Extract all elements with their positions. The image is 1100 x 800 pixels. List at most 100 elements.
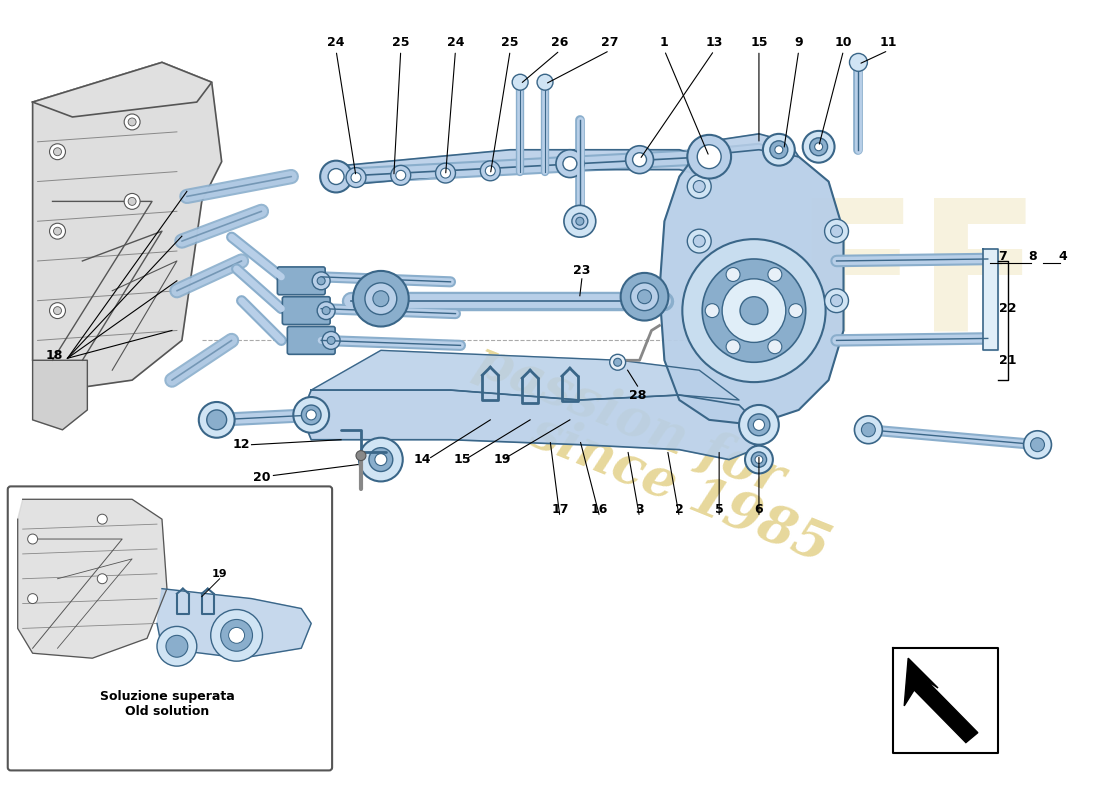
Text: 25: 25	[502, 36, 519, 49]
Circle shape	[312, 272, 330, 290]
Text: 19: 19	[494, 453, 510, 466]
Circle shape	[390, 166, 410, 186]
Circle shape	[436, 163, 455, 183]
Circle shape	[830, 294, 843, 306]
Polygon shape	[659, 144, 844, 425]
Circle shape	[815, 142, 823, 150]
Text: Soluzione superata
Old solution: Soluzione superata Old solution	[100, 690, 234, 718]
Polygon shape	[982, 249, 998, 350]
Text: 23: 23	[573, 265, 591, 278]
Polygon shape	[301, 390, 759, 459]
Text: 11: 11	[880, 36, 896, 49]
Circle shape	[576, 218, 584, 226]
Circle shape	[50, 223, 66, 239]
Circle shape	[748, 414, 770, 436]
Circle shape	[166, 635, 188, 658]
Circle shape	[614, 358, 622, 366]
Circle shape	[768, 267, 782, 282]
Polygon shape	[331, 150, 719, 186]
Circle shape	[124, 194, 140, 210]
Circle shape	[861, 423, 876, 437]
Circle shape	[50, 302, 66, 318]
Text: 5: 5	[715, 502, 724, 516]
Text: 28: 28	[629, 389, 646, 402]
Text: 12: 12	[233, 438, 251, 451]
Text: 2: 2	[675, 502, 684, 516]
FancyBboxPatch shape	[287, 326, 336, 354]
FancyBboxPatch shape	[277, 267, 326, 294]
Circle shape	[626, 146, 653, 174]
Circle shape	[693, 235, 705, 247]
Circle shape	[740, 297, 768, 325]
Circle shape	[368, 448, 393, 471]
Text: since 1985: since 1985	[521, 406, 837, 573]
Text: 14: 14	[414, 453, 431, 466]
Circle shape	[54, 306, 62, 314]
Circle shape	[825, 219, 848, 243]
Circle shape	[810, 138, 827, 156]
Circle shape	[124, 114, 140, 130]
Circle shape	[301, 405, 321, 425]
Polygon shape	[33, 360, 87, 430]
Circle shape	[322, 306, 330, 314]
Text: 21: 21	[999, 354, 1016, 366]
Circle shape	[28, 594, 37, 603]
Circle shape	[754, 419, 764, 430]
Text: 15: 15	[453, 453, 471, 466]
Circle shape	[751, 452, 767, 467]
Circle shape	[199, 402, 234, 438]
Circle shape	[682, 239, 826, 382]
Circle shape	[609, 354, 626, 370]
Circle shape	[726, 267, 740, 282]
Circle shape	[128, 118, 136, 126]
Circle shape	[346, 168, 366, 187]
Circle shape	[803, 131, 835, 162]
Circle shape	[563, 157, 576, 170]
Text: 15: 15	[750, 36, 768, 49]
Circle shape	[722, 279, 785, 342]
Text: 27: 27	[601, 36, 618, 49]
Circle shape	[739, 405, 779, 445]
Circle shape	[441, 168, 451, 178]
Circle shape	[97, 574, 107, 584]
Circle shape	[702, 259, 805, 362]
Circle shape	[327, 337, 336, 344]
Circle shape	[688, 174, 712, 198]
Circle shape	[693, 181, 705, 193]
Text: 7: 7	[999, 250, 1008, 262]
Circle shape	[359, 438, 403, 482]
Text: 25: 25	[392, 36, 409, 49]
Circle shape	[630, 283, 659, 310]
Circle shape	[768, 340, 782, 354]
Circle shape	[688, 135, 732, 178]
Circle shape	[320, 161, 352, 193]
Circle shape	[697, 145, 722, 169]
Circle shape	[375, 454, 387, 466]
Circle shape	[726, 340, 740, 354]
Circle shape	[306, 410, 316, 420]
Circle shape	[211, 610, 263, 661]
Circle shape	[620, 273, 669, 321]
Polygon shape	[311, 350, 739, 400]
Text: 20: 20	[253, 471, 271, 484]
Text: 9: 9	[794, 36, 803, 49]
Circle shape	[28, 534, 37, 544]
Circle shape	[328, 169, 344, 185]
Circle shape	[513, 74, 528, 90]
Text: FF: FF	[795, 193, 1042, 369]
Circle shape	[638, 290, 651, 304]
Circle shape	[97, 514, 107, 524]
Circle shape	[825, 289, 848, 313]
Text: 19: 19	[212, 569, 228, 578]
Circle shape	[221, 619, 253, 651]
Circle shape	[564, 206, 596, 237]
Circle shape	[396, 170, 406, 180]
Text: 13: 13	[705, 36, 723, 49]
Circle shape	[572, 214, 587, 229]
Circle shape	[54, 227, 62, 235]
Circle shape	[50, 144, 66, 160]
Circle shape	[128, 198, 136, 206]
Circle shape	[705, 304, 719, 318]
Text: 18: 18	[46, 349, 63, 362]
Polygon shape	[904, 658, 978, 742]
